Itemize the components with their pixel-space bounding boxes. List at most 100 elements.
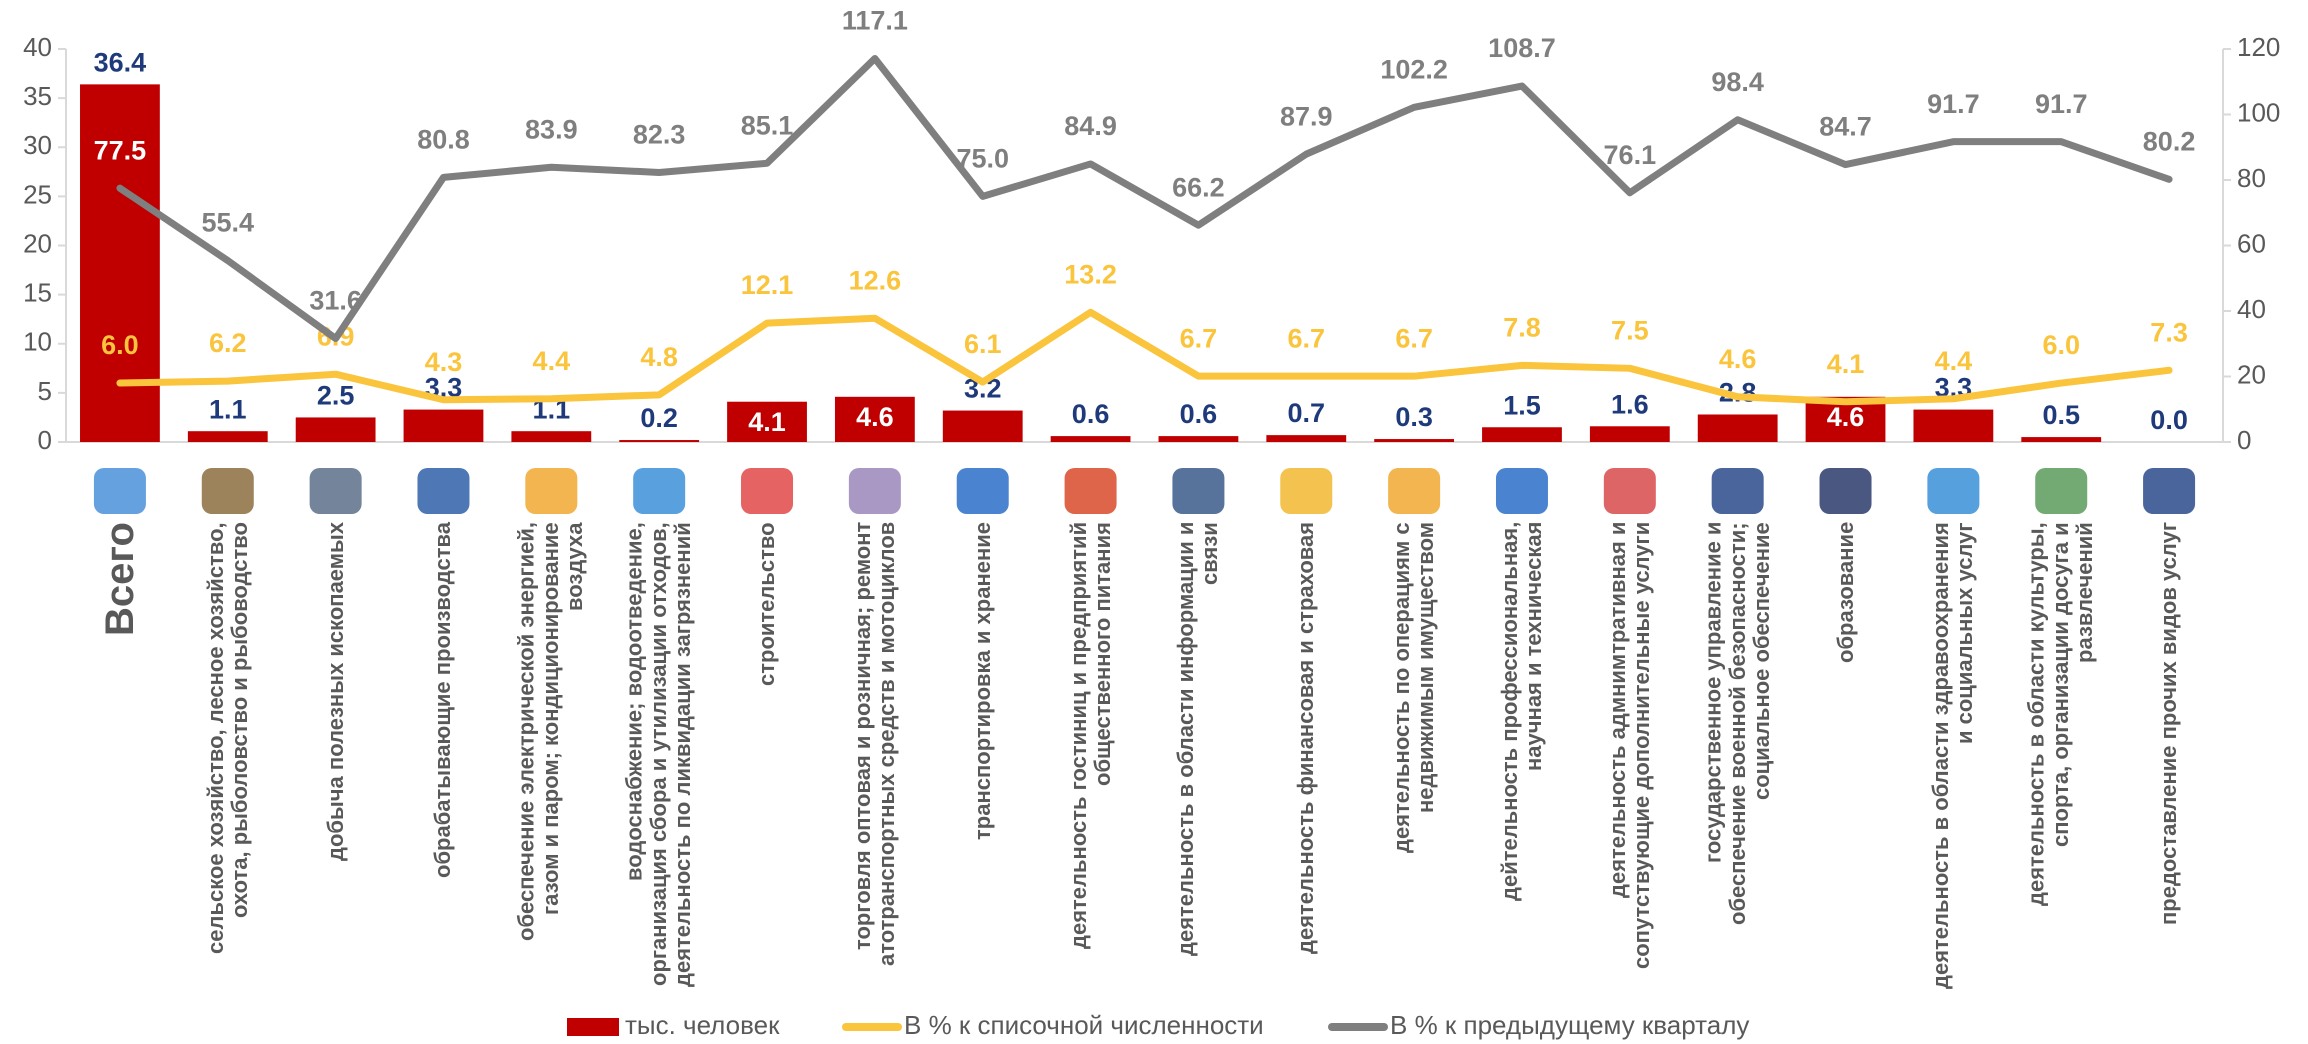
x-tick-label: сельское хозяйство, лесное хозяйство, ох… bbox=[202, 522, 252, 954]
bar bbox=[1050, 436, 1131, 442]
line-value-label: 84.9 bbox=[1064, 111, 1117, 141]
category-icon bbox=[525, 468, 578, 514]
x-tick-label: деятельность адмнимтративная и сопутству… bbox=[1604, 522, 1654, 970]
x-tick-label: строительство bbox=[753, 522, 779, 686]
line-value-label: 80.8 bbox=[417, 125, 470, 155]
bar bbox=[1374, 439, 1455, 442]
line-value-label: 4.3 bbox=[425, 347, 463, 377]
x-tick-label: обрабатывающие производства bbox=[430, 522, 456, 878]
bar-value-label: 1.5 bbox=[1503, 390, 1541, 420]
y2-tick-label: 20 bbox=[2237, 359, 2266, 389]
line-value-label: 108.7 bbox=[1488, 33, 1556, 63]
y-tick-label: 40 bbox=[23, 32, 52, 62]
bar-value-label: 0.6 bbox=[1180, 399, 1218, 429]
bar-value-label: 1.1 bbox=[209, 394, 247, 424]
category-icon bbox=[417, 468, 470, 514]
y-tick-label: 5 bbox=[38, 376, 52, 406]
bar bbox=[619, 440, 700, 442]
line-value-label: 87.9 bbox=[1280, 101, 1333, 131]
line-value-label: 83.9 bbox=[525, 114, 578, 144]
y-tick-label: 25 bbox=[23, 179, 52, 209]
line-value-label: 6.2 bbox=[209, 328, 247, 358]
bar bbox=[1482, 427, 1562, 442]
bar-value-label: 0.3 bbox=[1395, 402, 1433, 432]
line-value-label: 4.8 bbox=[640, 342, 678, 372]
bar-value-label: 2.5 bbox=[317, 381, 355, 411]
category-icon bbox=[1064, 468, 1117, 514]
x-tick-label: деятельность в области культуры, спорта,… bbox=[2023, 522, 2098, 906]
line-value-label: 85.1 bbox=[741, 110, 794, 140]
line-value-label: 91.7 bbox=[1927, 89, 1980, 119]
y2-tick-label: 80 bbox=[2237, 163, 2266, 193]
line-value-label: 80.2 bbox=[2143, 126, 2196, 156]
bar bbox=[511, 431, 592, 442]
line-value-label: 31.6 bbox=[309, 286, 362, 316]
category-icon bbox=[956, 468, 1009, 514]
bar bbox=[1589, 426, 1670, 442]
category-icon bbox=[1711, 468, 1764, 514]
legend-label: тыс. человек bbox=[625, 1010, 780, 1040]
line-value-label: 91.7 bbox=[2035, 89, 2088, 119]
category-icon bbox=[1927, 468, 1980, 514]
x-tick-label: деятельность в области информации и связ… bbox=[1173, 522, 1223, 957]
x-tick-label: деятельность в области здравоохранения и… bbox=[1928, 522, 1978, 989]
line-value-label: 66.2 bbox=[1172, 172, 1225, 202]
line-value-label: 7.3 bbox=[2150, 317, 2188, 347]
category-icon bbox=[1819, 468, 1872, 514]
line-value-label: 12.1 bbox=[741, 270, 794, 300]
x-tick-label: предоставление прочих видов услуг bbox=[2155, 522, 2181, 925]
y-tick-label: 0 bbox=[38, 425, 52, 455]
line-value-label: 4.4 bbox=[533, 346, 571, 376]
x-tick-label: торговля оптовая и розничная; ремонт ато… bbox=[849, 522, 899, 967]
line-value-label: 12.6 bbox=[849, 265, 902, 295]
x-tick-label: обеспечение электрической энергией, газо… bbox=[514, 522, 588, 942]
category-icon bbox=[741, 468, 794, 514]
bar bbox=[834, 396, 915, 442]
category-icon bbox=[1172, 468, 1225, 514]
category-icon bbox=[1388, 468, 1441, 514]
category-icon bbox=[848, 468, 901, 514]
bar-value-label: 4.1 bbox=[748, 407, 786, 437]
bar-value-label: 0.5 bbox=[2042, 400, 2080, 430]
x-tick-label: дейтельность профессиональная, научная и… bbox=[1496, 522, 1546, 902]
category-icon bbox=[1495, 468, 1548, 514]
line-value-label: 117.1 bbox=[842, 6, 908, 36]
category-icon bbox=[1603, 468, 1656, 514]
y-tick-label: 15 bbox=[23, 278, 52, 308]
line-value-label: 76.1 bbox=[1604, 140, 1657, 170]
category-icon bbox=[2035, 468, 2088, 514]
x-tick-label: деятельность гостиниц и предприятий обще… bbox=[1065, 522, 1115, 950]
category-icon bbox=[633, 468, 686, 514]
y-tick-label: 10 bbox=[23, 327, 52, 357]
x-tick-label: транспортировка и хранение bbox=[969, 522, 995, 841]
line-value-label: 82.3 bbox=[633, 120, 686, 150]
line bbox=[116, 308, 2173, 406]
y2-tick-label: 40 bbox=[2237, 294, 2266, 324]
legend-swatch bbox=[567, 1018, 619, 1036]
line-value-label: 77.5 bbox=[94, 135, 147, 165]
line-value-label: 6.1 bbox=[964, 329, 1002, 359]
x-tick-label: государственное управление и обеспечение… bbox=[1700, 522, 1774, 925]
line-value-label: 6.7 bbox=[1395, 323, 1433, 353]
line-value-label: 6.7 bbox=[1288, 323, 1326, 353]
category-icon bbox=[201, 468, 254, 514]
bar-value-label: 4.6 bbox=[1827, 402, 1865, 432]
bar bbox=[2021, 437, 2102, 442]
y2-tick-label: 120 bbox=[2237, 32, 2280, 62]
bar-value-label: 0.0 bbox=[2150, 405, 2188, 435]
line-value-label: 6.0 bbox=[2042, 330, 2080, 360]
bar bbox=[1266, 435, 1347, 442]
line-value-label: 7.8 bbox=[1503, 312, 1541, 342]
bar-value-label: 1.6 bbox=[1611, 389, 1649, 419]
bar bbox=[942, 410, 1023, 442]
line-value-label: 6.0 bbox=[101, 330, 139, 360]
line bbox=[116, 54, 2173, 343]
bar-value-label: 4.6 bbox=[856, 402, 894, 432]
line-value-label: 6.7 bbox=[1180, 323, 1218, 353]
category-icon bbox=[309, 468, 362, 514]
line-value-label: 102.2 bbox=[1380, 54, 1448, 84]
x-tick-label: деятельность финансовая и страховая bbox=[1293, 522, 1319, 955]
bar bbox=[187, 431, 268, 442]
